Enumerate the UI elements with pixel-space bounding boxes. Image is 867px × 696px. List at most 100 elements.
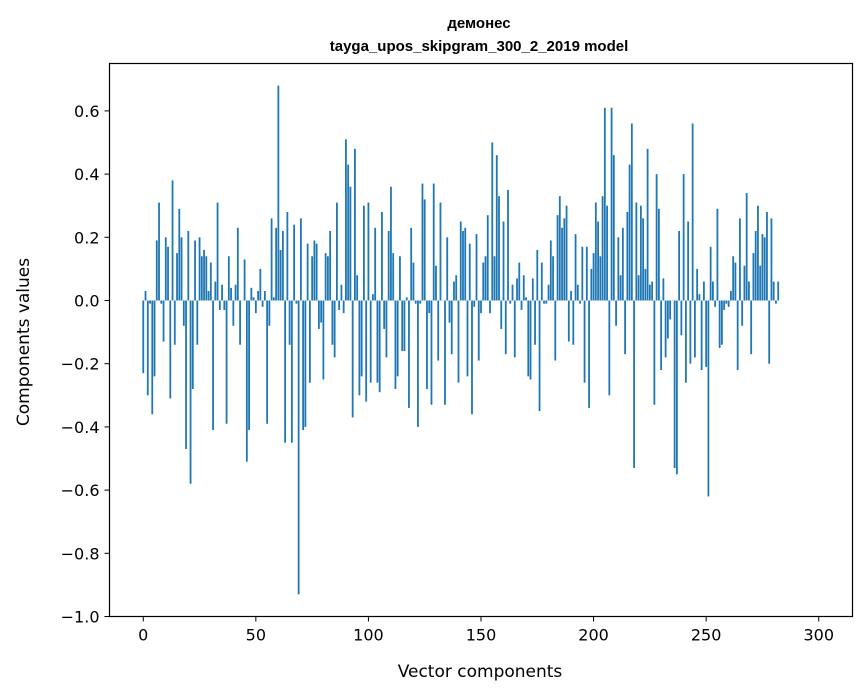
bar xyxy=(149,300,151,304)
bar xyxy=(703,281,705,301)
bar xyxy=(369,300,372,383)
bar xyxy=(651,281,654,301)
bar xyxy=(748,281,750,301)
bar xyxy=(399,256,401,301)
bar xyxy=(520,300,523,310)
bar xyxy=(556,215,559,301)
bar xyxy=(716,208,719,301)
bar xyxy=(540,262,543,301)
bar xyxy=(590,268,593,301)
bar xyxy=(727,300,730,307)
bar xyxy=(684,300,687,383)
bar xyxy=(450,300,453,355)
bar xyxy=(462,230,464,301)
y-axis-label: Components values xyxy=(14,258,34,426)
bar xyxy=(381,212,383,301)
bar xyxy=(642,218,645,301)
bar xyxy=(153,300,156,377)
bar xyxy=(687,221,690,301)
chart-subtitle: tayga_upos_skipgram_300_2_2019 model xyxy=(330,38,629,55)
bar xyxy=(594,202,597,301)
bar xyxy=(666,300,669,339)
bar xyxy=(169,300,172,399)
bar xyxy=(261,300,264,307)
bar xyxy=(275,227,278,301)
bar xyxy=(612,155,615,301)
bar xyxy=(356,275,359,301)
bar xyxy=(182,300,185,326)
chart-title: демонес xyxy=(447,15,510,32)
bar xyxy=(378,300,381,393)
y-tick-label: 0.0 xyxy=(74,292,99,311)
bar xyxy=(457,300,460,383)
bar xyxy=(421,183,424,301)
bar xyxy=(775,300,777,304)
bar xyxy=(327,256,329,301)
x-tick-label: 200 xyxy=(578,626,609,645)
bar xyxy=(529,300,532,380)
bar xyxy=(363,205,365,301)
bar xyxy=(579,300,581,304)
bar xyxy=(216,202,219,301)
bar xyxy=(426,300,428,389)
bar xyxy=(430,300,433,405)
bar xyxy=(259,268,262,301)
bar xyxy=(191,300,194,389)
bar xyxy=(320,300,323,323)
bar xyxy=(374,227,377,301)
bar xyxy=(414,300,417,304)
bar xyxy=(680,300,683,336)
bar xyxy=(360,300,363,377)
bar xyxy=(205,256,208,301)
bar xyxy=(475,234,478,301)
bar xyxy=(315,243,318,301)
bar xyxy=(471,300,473,415)
bar xyxy=(167,246,169,301)
bar xyxy=(723,300,726,310)
bar xyxy=(477,300,480,361)
bar xyxy=(336,202,338,301)
bar xyxy=(655,174,658,301)
bar xyxy=(324,253,327,301)
bar xyxy=(736,300,739,371)
bar xyxy=(279,249,282,301)
bar xyxy=(351,300,354,418)
x-tick-label: 50 xyxy=(246,626,266,645)
bar xyxy=(603,107,606,301)
bar xyxy=(252,297,255,301)
bar xyxy=(354,148,356,301)
bar xyxy=(270,218,273,301)
bar xyxy=(281,230,284,301)
bar xyxy=(293,224,296,301)
bar xyxy=(160,300,163,304)
bar xyxy=(200,256,203,301)
bar xyxy=(144,291,147,301)
x-tick-label: 300 xyxy=(803,626,834,645)
bar xyxy=(592,253,595,301)
bar xyxy=(682,174,685,301)
bar xyxy=(709,246,712,301)
bar xyxy=(158,202,160,301)
bar xyxy=(750,300,753,355)
bar xyxy=(588,300,590,408)
bar xyxy=(734,262,737,301)
bar xyxy=(696,268,699,301)
bar xyxy=(212,300,214,431)
bar xyxy=(225,300,228,424)
bar xyxy=(741,300,744,326)
x-tick-label: 250 xyxy=(691,626,722,645)
bar xyxy=(142,300,145,374)
bar xyxy=(570,291,572,301)
bar xyxy=(401,300,404,352)
bar xyxy=(545,300,548,304)
bar xyxy=(633,300,635,468)
bar xyxy=(639,205,642,301)
bar xyxy=(675,300,678,475)
bar xyxy=(662,278,665,301)
bar xyxy=(239,300,241,345)
bar xyxy=(365,300,368,402)
bar xyxy=(763,237,766,301)
bar xyxy=(502,221,505,301)
bar xyxy=(739,218,741,301)
bar xyxy=(597,221,599,301)
